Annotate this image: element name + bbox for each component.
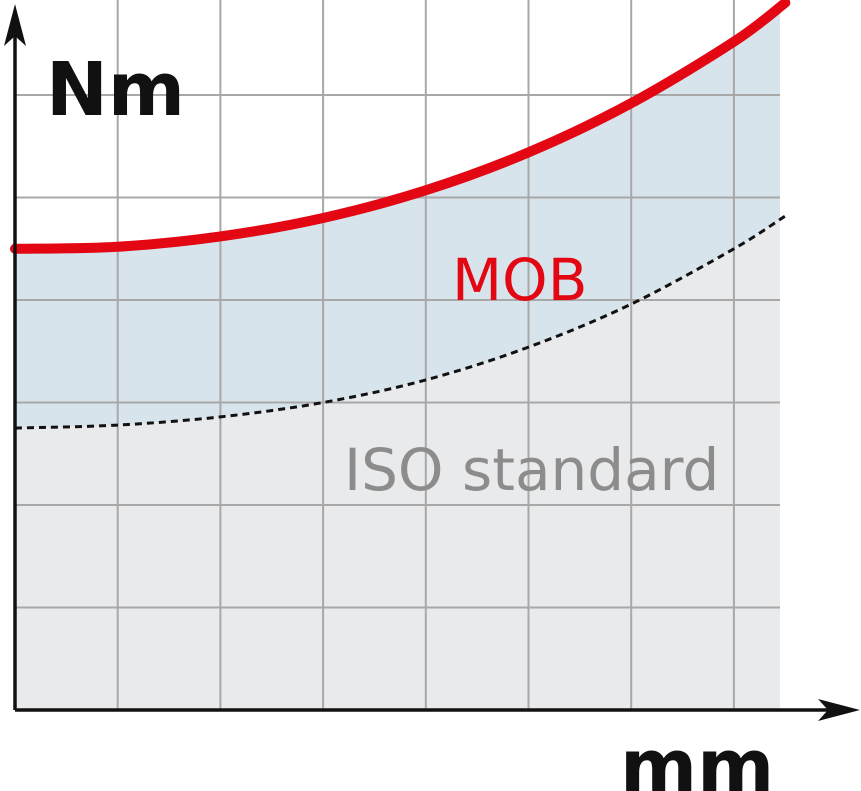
mob-region (15, 6, 780, 429)
mob-series-label: MOB (452, 246, 587, 314)
x-axis-label: mm (620, 724, 774, 791)
x-axis-arrow-icon (818, 699, 860, 721)
y-axis-label: Nm (46, 47, 185, 133)
iso-standard-region (15, 219, 780, 710)
mob-series-line (10, 0, 791, 254)
y-axis-arrow-icon (4, 4, 26, 46)
iso-standard-series-label: ISO standard (344, 436, 719, 504)
iso-standard-series-line (14, 214, 787, 430)
